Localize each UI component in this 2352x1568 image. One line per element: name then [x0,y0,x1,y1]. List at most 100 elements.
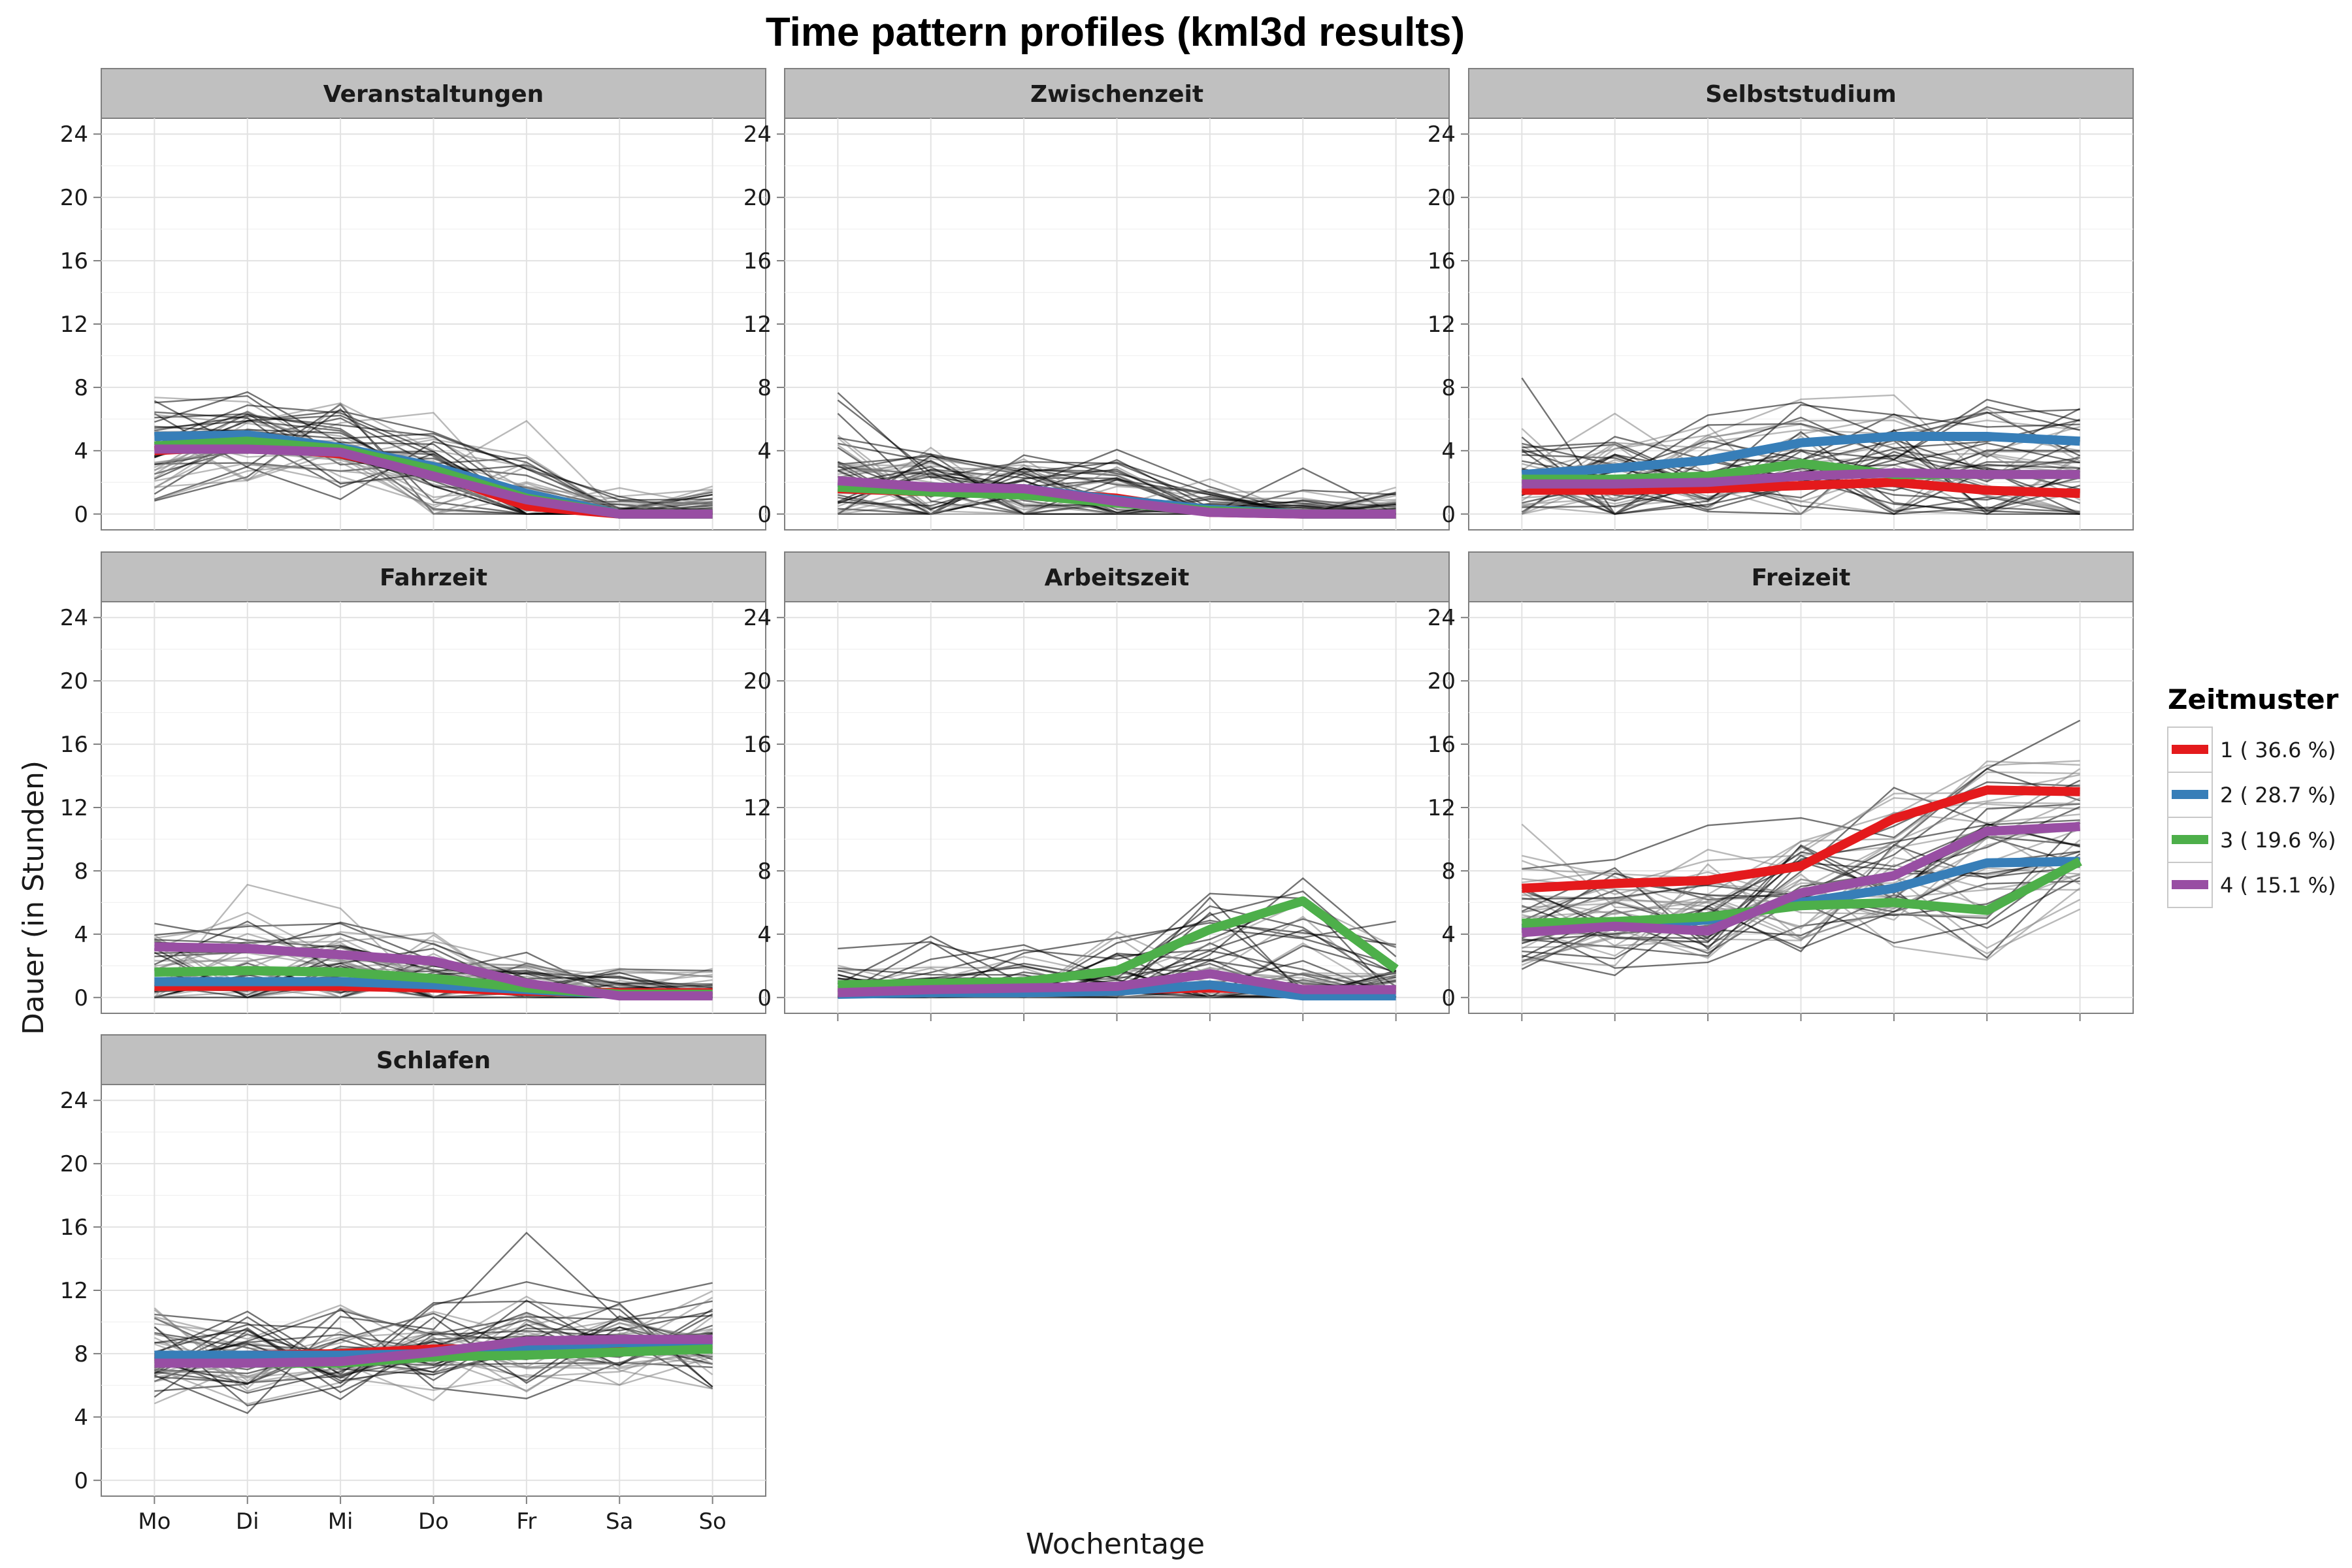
grid [101,1085,766,1496]
panel-strip [101,551,766,602]
individual-trajectory [154,1316,713,1392]
y-tick-label: 12 [1428,795,1456,821]
series-line-cluster-4 [154,942,713,1001]
y-tick-label: 0 [74,502,88,528]
y-tick-label: 12 [743,795,772,821]
y-tick-label: 8 [757,858,772,885]
panel-strip-label: Veranstaltungen [323,81,544,108]
y-tick-label: 16 [1428,732,1456,758]
y-tick-label: 20 [1428,668,1456,694]
y-tick-label: 16 [743,248,772,274]
y-tick-label: 24 [60,122,88,148]
y-tick-label: 4 [74,922,88,948]
y-tick-label: 24 [743,605,772,631]
individual-trajectory [154,1313,713,1405]
series-line-cluster-4 [154,1335,713,1368]
legend-label: 2 ( 28.7 %) [2220,783,2336,808]
individual-trajectory [1522,858,2081,962]
individual-trajectory [1522,863,2081,967]
individual-trajectory [154,1316,713,1407]
panel-veranstaltungen: Veranstaltungen 0 4 8 12 16 20 24 [60,68,766,531]
y-tick-label: 20 [60,668,88,694]
legend-item-1: 1 ( 36.6 %) [2167,727,2336,773]
panel-freizeit: Freizeit 0 4 8 12 16 20 24 [1428,551,2134,1021]
y-tick-label: 8 [1441,375,1456,401]
x-tick-label: Fr [516,1509,536,1535]
panel-selbststudium: Selbststudium 0 4 8 12 16 20 24 [1428,68,2134,531]
y-tick-label: 24 [1428,122,1456,148]
panel-strip-label: Arbeitszeit [1045,564,1190,591]
series-line-cluster-4 [1521,822,2080,938]
y-tick-label: 16 [60,1215,88,1241]
y-tick-label: 12 [743,312,772,338]
panel-arbeitszeit: Arbeitszeit 0 4 8 12 16 20 24 [743,551,1450,1021]
y-tick-label: 4 [757,922,772,948]
panel-strip-label: Zwischenzeit [1030,81,1203,108]
y-tick-label: 20 [1428,185,1456,211]
panel-schlafen: Schlafen 0 4 8 12 16 20 24 Mo Di Mi Do Fr Sa So [60,1034,766,1535]
individual-trajectory [1521,406,2080,492]
individual-trajectory [154,1300,713,1388]
series-line-cluster-4 [154,444,713,519]
series-line-cluster-1 [1522,785,2080,893]
y-tick-label: 4 [74,1405,88,1431]
x-tick-label: Di [236,1509,259,1535]
panel-zwischenzeit: Zwischenzeit 0 4 8 12 16 20 24 [743,68,1450,531]
panel-strip [101,1034,766,1085]
individual-trajectory [154,1315,713,1382]
panel-strip [784,551,1450,602]
individual-trajectory [1522,864,2080,941]
chart-title: Time pattern profiles (kml3d results) [766,10,1465,55]
y-tick-label: 4 [74,438,88,465]
series-line-cluster-2 [1521,432,2080,480]
y-tick-label: 16 [60,732,88,758]
panel-strip [101,68,766,119]
x-tick-label: Do [418,1509,449,1535]
y-tick-label: 24 [1428,605,1456,631]
y-tick-label: 4 [1441,438,1456,465]
series-line-cluster-3 [838,896,1399,990]
individual-trajectory [838,476,1396,515]
y-tick-label: 0 [74,1468,88,1494]
legend-item-2: 2 ( 28.7 %) [2167,772,2336,818]
individual-trajectory [1521,806,2081,958]
legend-label: 3 ( 19.6 %) [2220,828,2336,853]
y-tick-label: 20 [743,185,772,211]
series-line-cluster-4 [837,476,1396,519]
individual-trajectory [1522,440,2081,508]
y-tick-label: 0 [757,502,772,528]
y-tick-label: 16 [1428,248,1456,274]
individual-trajectory [838,457,1396,514]
legend-item-3: 3 ( 19.6 %) [2167,817,2336,863]
y-tick-label: 16 [60,248,88,274]
individual-trajectory [1522,781,2080,900]
individual-trajectory [1522,873,2081,961]
y-tick-label: 0 [1441,502,1456,528]
individual-trajectory [1522,450,2080,508]
series-line-cluster-4 [1522,468,2080,489]
x-tick-label: Sa [606,1509,633,1535]
individual-trajectory [154,1307,713,1393]
panel-fahrzeit: Fahrzeit 0 4 8 12 16 20 24 [60,551,766,1014]
y-tick-label: 20 [60,185,88,211]
x-axis-title: Wochentage [1026,1527,1205,1561]
panel-strip-label: Freizeit [1752,564,1851,591]
y-tick-label: 8 [74,1341,88,1367]
series-line-cluster-3 [1522,857,2082,928]
y-tick-label: 12 [60,795,88,821]
individual-trajectory [837,444,1396,515]
y-tick-label: 12 [1428,312,1456,338]
y-tick-label: 12 [60,312,88,338]
y-tick-label: 8 [74,375,88,401]
individual-trajectory [1521,431,2081,515]
panel-strip-label: Selbststudium [1705,81,1897,108]
individual-trajectory [154,1328,713,1378]
individual-trajectory [154,1313,713,1381]
y-tick-label: 16 [743,732,772,758]
y-tick-label: 24 [743,122,772,148]
y-axis-title: Dauer (in Stunden) [17,760,50,1035]
x-tick-label: So [698,1509,726,1535]
y-tick-label: 4 [1441,922,1456,948]
x-tick-label: Mo [138,1509,171,1535]
series-line-cluster-4 [838,969,1396,998]
